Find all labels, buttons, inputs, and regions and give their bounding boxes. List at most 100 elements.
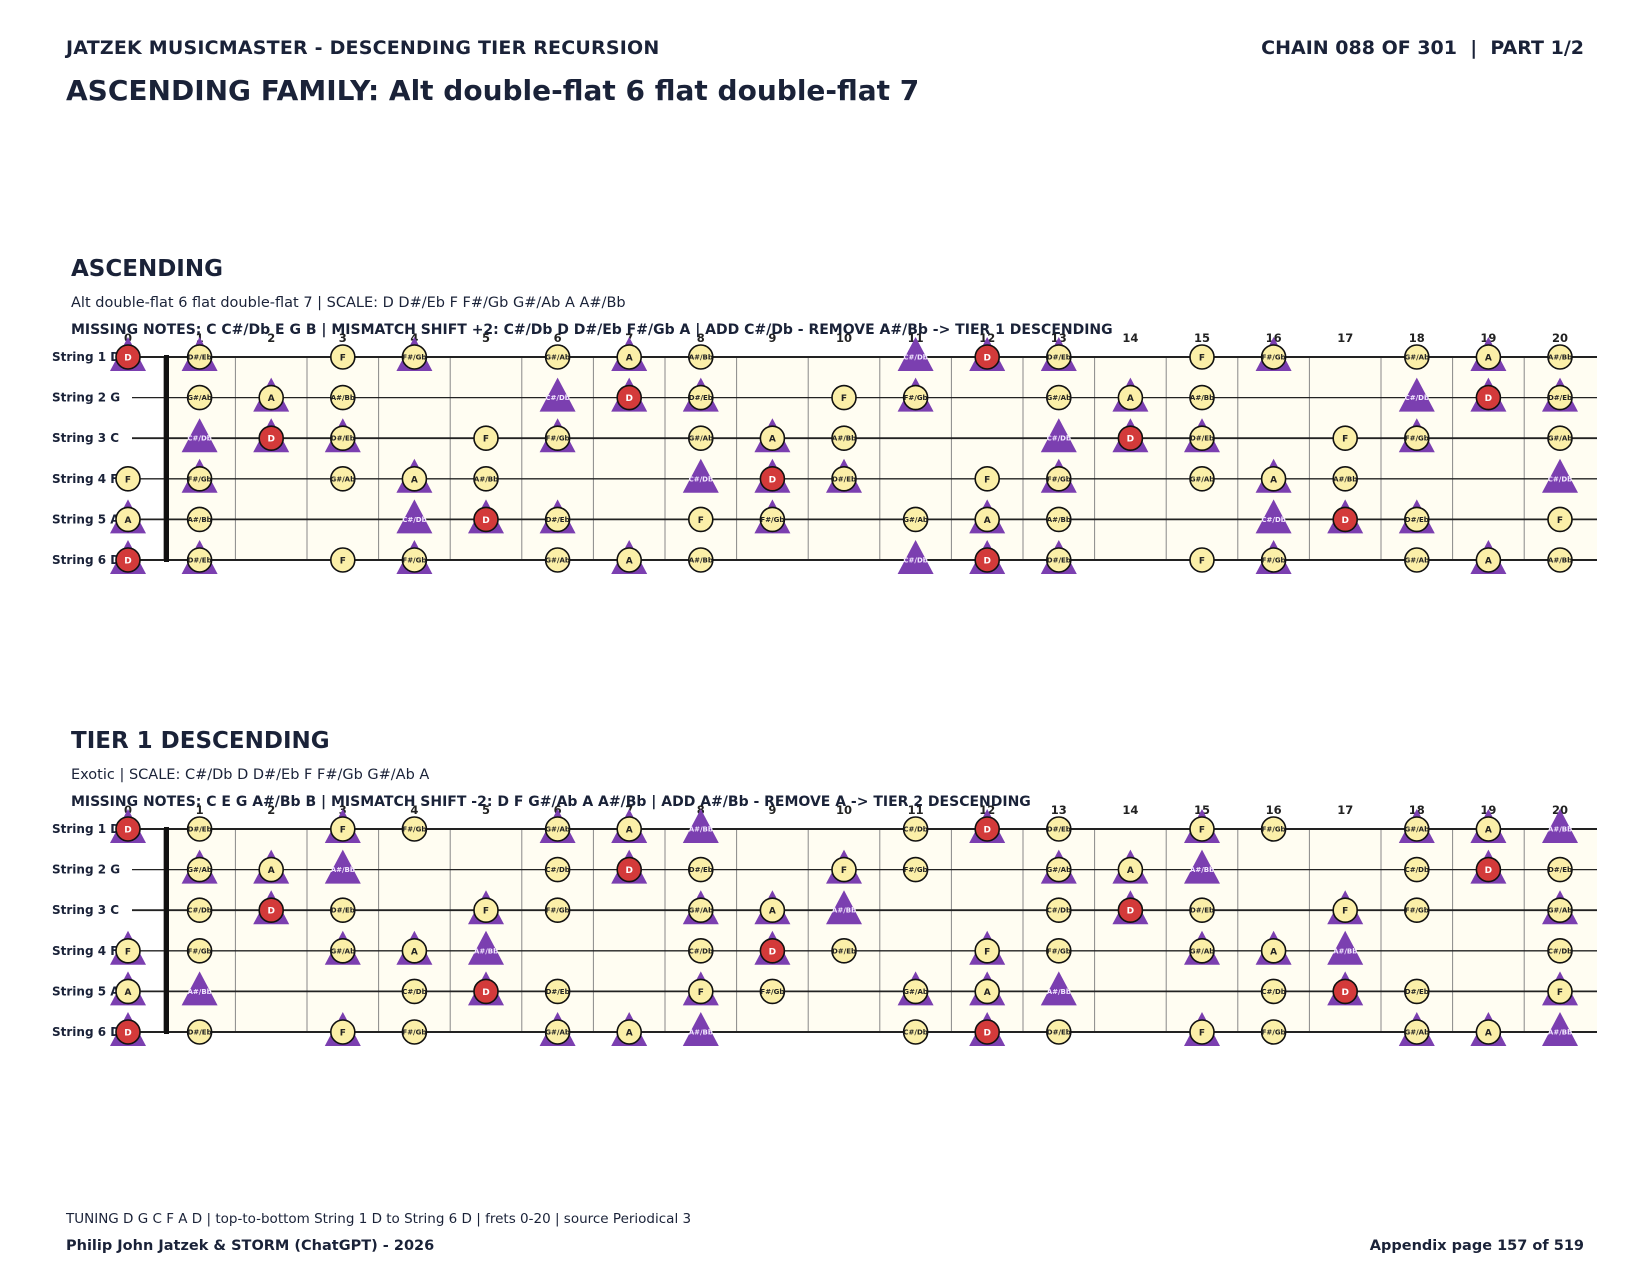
- fret-number: 8: [697, 331, 705, 345]
- scale-note-marker: [544, 897, 571, 923]
- shift-triangle-marker: [539, 377, 576, 412]
- root-note-marker: [1332, 978, 1358, 1005]
- note-label: D#/Eb: [546, 988, 570, 996]
- note-label: D: [1341, 988, 1348, 998]
- scale-note-marker: [1404, 1019, 1430, 1045]
- note-label: D#/Eb: [1548, 394, 1572, 402]
- section-title-tier1: TIER 1 DESCENDING: [71, 728, 330, 754]
- scale-note-marker: [329, 547, 356, 573]
- shift-triangle-marker: [1040, 418, 1077, 453]
- note-label: A#/Bb: [1548, 557, 1572, 565]
- scale-note-marker: [1189, 547, 1215, 573]
- scale-note-marker: [1260, 466, 1287, 492]
- scale-note-marker: [687, 344, 714, 370]
- shift-triangle-marker: [682, 1012, 719, 1046]
- note-label: C#/Db: [903, 826, 927, 834]
- scale-note-marker: [258, 856, 285, 883]
- note-label: A: [125, 988, 132, 998]
- note-label: C#/Db: [1405, 394, 1429, 402]
- note-label: A: [1485, 557, 1492, 567]
- scale-note-marker: [616, 547, 643, 573]
- note-label: D#/Eb: [1047, 826, 1071, 834]
- note-label: D#/Eb: [689, 866, 713, 874]
- note-label: F: [340, 1029, 346, 1039]
- note-label: G#/Ab: [688, 907, 713, 915]
- note-label: A#/Bb: [331, 866, 355, 874]
- fret-number: 4: [410, 803, 418, 817]
- fret-number: 2: [267, 331, 275, 345]
- note-label: A: [268, 866, 275, 876]
- note-label: A#/Bb: [1548, 1029, 1572, 1037]
- scale-note-marker: [1046, 547, 1072, 573]
- note-label: C#/Db: [903, 1029, 927, 1037]
- note-label: G#/Ab: [1190, 475, 1215, 483]
- note-label: D#/Eb: [188, 354, 212, 362]
- scale-note-marker: [1404, 547, 1430, 573]
- note-label: D: [1127, 435, 1134, 445]
- scale-note-marker: [1189, 897, 1215, 923]
- note-label: D#/Eb: [1548, 866, 1572, 874]
- scale-note-marker: [902, 1019, 929, 1045]
- note-label: G#/Ab: [1404, 826, 1429, 834]
- scale-note-marker: [1046, 344, 1072, 370]
- note-label: F: [841, 866, 847, 876]
- scale-note-marker: [329, 897, 356, 923]
- scale-note-marker: [115, 466, 141, 492]
- note-label: D: [124, 826, 131, 836]
- scale-note-marker: [401, 978, 428, 1005]
- note-label: A#/Bb: [474, 947, 498, 955]
- note-label: F#/Gb: [1262, 354, 1286, 362]
- scale-note-marker: [759, 425, 786, 451]
- note-label: F#/Gb: [402, 826, 426, 834]
- root-note-marker: [974, 344, 1001, 370]
- note-label: A: [984, 516, 991, 526]
- note-label: C#/Db: [1047, 435, 1071, 443]
- string-label: String 2 G: [52, 391, 120, 405]
- scale-note-marker: [544, 344, 571, 370]
- fret-number: 18: [1409, 331, 1425, 345]
- note-label: G#/Ab: [1404, 354, 1429, 362]
- note-label: G#/Ab: [187, 394, 212, 402]
- shift-triangle-marker: [1040, 971, 1077, 1006]
- scale-note-marker: [544, 978, 571, 1005]
- scale-note-marker: [1189, 384, 1215, 411]
- note-label: F: [340, 354, 346, 364]
- scale-note-marker: [1046, 856, 1072, 883]
- page-title: ASCENDING FAMILY: Alt double-flat 6 flat…: [66, 74, 920, 107]
- scale-note-marker: [687, 384, 714, 411]
- root-note-marker: [616, 384, 643, 411]
- note-label: C#/Db: [187, 907, 211, 915]
- scale-note-marker: [831, 466, 857, 492]
- note-label: G#/Ab: [545, 826, 570, 834]
- string-label: String 2 G: [52, 863, 120, 877]
- note-label: G#/Ab: [903, 988, 928, 996]
- scale-note-marker: [329, 425, 356, 451]
- note-label: D: [625, 866, 632, 876]
- note-label: D: [983, 1029, 990, 1039]
- note-label: G#/Ab: [1548, 435, 1573, 443]
- note-label: C#/Db: [1548, 947, 1572, 955]
- shift-triangle-marker: [1542, 809, 1578, 843]
- note-label: A#/Bb: [832, 435, 856, 443]
- fret-number: 14: [1122, 331, 1138, 345]
- note-label: C#/Db: [402, 988, 426, 996]
- root-note-marker: [115, 547, 141, 573]
- scale-note-marker: [687, 547, 714, 573]
- scale-note-marker: [1260, 1019, 1287, 1045]
- note-label: A: [1127, 866, 1134, 876]
- note-label: A: [626, 1029, 633, 1039]
- note-label: G#/Ab: [1046, 394, 1071, 402]
- scale-note-marker: [687, 506, 714, 533]
- note-label: D: [769, 475, 776, 485]
- fret-number: 2: [267, 803, 275, 817]
- scale-note-marker: [1547, 856, 1573, 883]
- note-label: F: [483, 907, 489, 917]
- note-label: G#/Ab: [330, 475, 355, 483]
- fret-number: 3: [339, 331, 347, 345]
- shift-triangle-marker: [897, 337, 934, 371]
- scale-note-marker: [687, 978, 714, 1005]
- string-label: String 3 C: [52, 431, 119, 445]
- scale-note-marker: [1547, 897, 1573, 923]
- note-label: F: [1199, 557, 1205, 567]
- scale-note-marker: [1046, 816, 1072, 842]
